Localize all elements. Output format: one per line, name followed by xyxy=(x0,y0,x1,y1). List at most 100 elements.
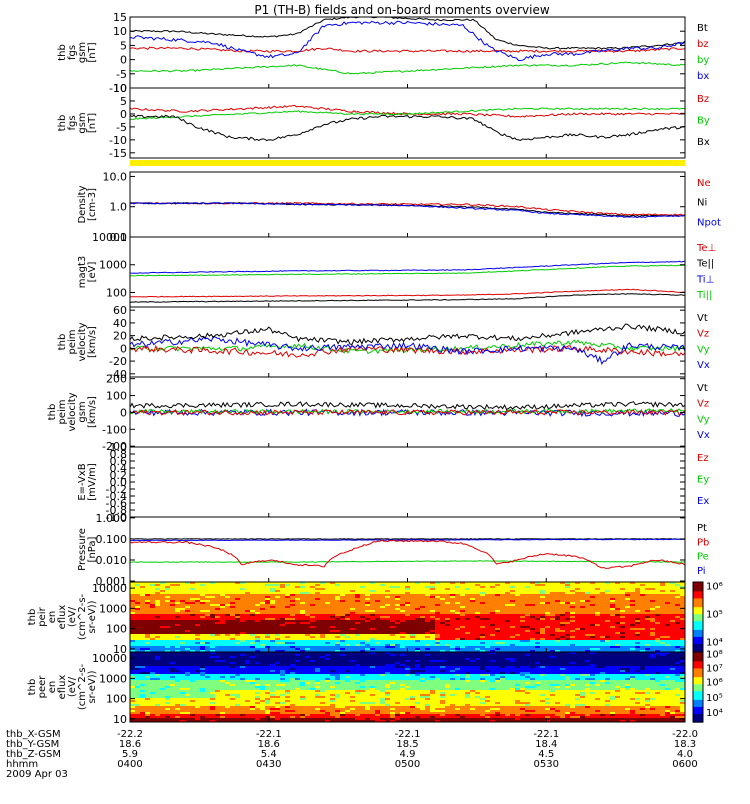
series-line-Pb xyxy=(130,540,685,568)
series-line-by xyxy=(130,62,685,74)
legend-label: Pe xyxy=(697,552,709,563)
y-tick-label: 1.000 xyxy=(96,512,128,525)
y-tick-label: -5 xyxy=(116,121,127,134)
panel-frame xyxy=(130,447,685,517)
y-axis-label: sr-eV)) xyxy=(87,600,98,633)
y-tick-label: 10.0 xyxy=(103,170,128,183)
y-tick-label: 0.100 xyxy=(96,533,128,546)
spectrogram-electron xyxy=(130,652,686,723)
colorbar-tick-label: 10⁶ xyxy=(706,582,723,593)
legend-label: Npot xyxy=(697,217,721,228)
legend-label: Vt xyxy=(697,383,708,394)
legend-label: Bx xyxy=(697,137,710,148)
y-tick-label: 100 xyxy=(106,623,127,636)
y-axis-label: [nT] xyxy=(87,42,98,62)
y-tick-label: -100 xyxy=(102,423,127,436)
series-line-bx xyxy=(130,21,685,60)
series-line-Ne xyxy=(130,203,685,216)
y-tick-label: 0 xyxy=(120,342,127,355)
legend-label: Bz xyxy=(697,94,709,105)
y-tick-label: 0 xyxy=(120,108,127,121)
panel-frame xyxy=(130,517,685,582)
y-tick-label: 60 xyxy=(113,304,127,317)
y-tick-label: 5 xyxy=(120,39,127,52)
spectrogram-ion xyxy=(130,582,686,653)
y-tick-label: 100 xyxy=(106,390,127,403)
series-line-Pe xyxy=(130,561,685,563)
legend-label: Ex xyxy=(697,496,709,507)
y-tick-label: 1000 xyxy=(99,259,127,272)
legend-label: Ni xyxy=(697,198,707,209)
colorbar-tick-label: 10⁵ xyxy=(706,610,723,621)
legend-label: Bt xyxy=(697,23,708,34)
series-line-Ni xyxy=(130,203,685,217)
legend-label: Ti⊥ xyxy=(696,274,714,285)
y-tick-label: -20 xyxy=(109,355,127,368)
legend-label: by xyxy=(697,55,709,66)
y-tick-label: -10 xyxy=(109,134,127,147)
y-tick-label: 10 xyxy=(113,25,127,38)
y-axis-label: [nT] xyxy=(87,113,98,133)
series-line-Npot xyxy=(130,203,685,218)
y-axis-label: [cm-3] xyxy=(87,188,98,221)
legend-label: Vy xyxy=(697,344,710,355)
legend-label: bz xyxy=(697,39,709,50)
series-line-Vz xyxy=(130,410,685,415)
series-line-Pt xyxy=(130,539,685,540)
panel-frame xyxy=(130,172,685,237)
y-axis-label: [km/s] xyxy=(87,326,98,358)
legend-label: Pb xyxy=(697,537,709,548)
series-line-Vt xyxy=(130,402,685,410)
y-tick-label: 40 xyxy=(113,317,127,330)
y-tick-label: -15 xyxy=(109,147,127,160)
panel-frame xyxy=(130,17,685,88)
legend-label: By xyxy=(697,115,710,126)
legend-label: Vt xyxy=(697,313,708,324)
series-line-Ti|| xyxy=(130,265,685,276)
y-tick-label: 0 xyxy=(120,54,127,67)
legend-label: Pt xyxy=(697,523,707,534)
legend-label: Pi xyxy=(697,566,706,577)
y-tick-label: 10 xyxy=(113,82,127,95)
y-axis-label: [km/s] xyxy=(87,396,98,428)
figure-title: P1 (TH-B) fields and on-board moments ov… xyxy=(254,3,550,17)
legend-label: Ez xyxy=(697,453,709,464)
series-line-Bx xyxy=(130,115,685,140)
panel-frame xyxy=(130,307,685,377)
panel-7: 1.00.80.60.40.20.0-0.2-0.4-0.6-0.8-1.0E=… xyxy=(77,441,709,524)
y-tick-label: 15 xyxy=(113,11,127,24)
y-tick-label: 5 xyxy=(120,95,127,108)
y-tick-label: 0.010 xyxy=(96,554,128,567)
series-line-Vt xyxy=(130,324,685,344)
legend-label: Ne xyxy=(697,178,711,189)
legend-label: Vx xyxy=(697,430,710,441)
y-tick-label: -5 xyxy=(116,68,127,81)
legend-label: Vz xyxy=(697,399,709,410)
panel-8: 1.0000.1000.0100.001Pressure[nPa]PtPbPeP… xyxy=(77,512,709,588)
mode-indicator-bar xyxy=(130,160,685,166)
y-axis-label: [mV/m] xyxy=(87,463,98,501)
legend-label: Te⊥ xyxy=(696,243,716,254)
legend-label: Te|| xyxy=(696,259,714,270)
y-tick-label: 0 xyxy=(120,406,127,419)
legend-label: Ti|| xyxy=(696,290,712,301)
panel-frame xyxy=(130,88,685,158)
legend-label: Vx xyxy=(697,360,710,371)
y-tick-label: 10000 xyxy=(92,231,127,244)
y-tick-label: 20 xyxy=(113,330,127,343)
y-tick-label: 100 xyxy=(106,286,127,299)
series-line-Te⊥ xyxy=(130,289,685,297)
y-axis-label: [nPa] xyxy=(87,536,98,562)
y-tick-label: 200 xyxy=(106,373,127,386)
legend-label: bx xyxy=(697,71,709,82)
